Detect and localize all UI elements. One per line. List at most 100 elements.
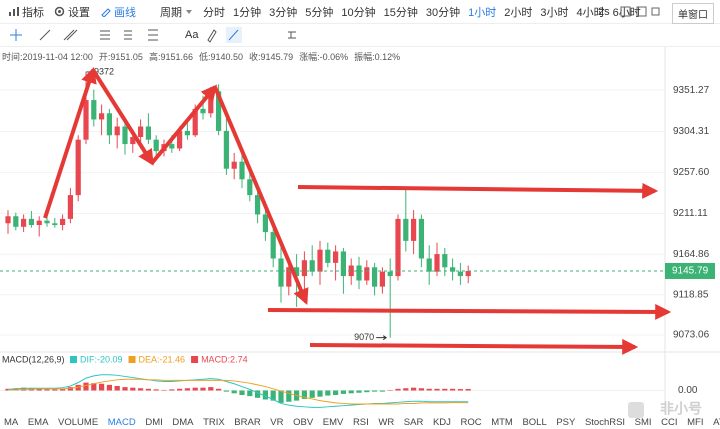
y-tick-label: 9304.31 [673, 126, 710, 137]
indicator-tab[interactable]: BRAR [234, 416, 261, 428]
window-select[interactable]: 单窗口 [672, 3, 714, 24]
macd-bar [325, 390, 331, 396]
macd-bar [247, 390, 253, 397]
indicator-tab[interactable]: VOLUME [58, 416, 99, 428]
period-option[interactable]: 10分钟 [341, 6, 376, 19]
refresh-rate[interactable]: 2s [598, 5, 610, 18]
indicator-tab[interactable]: OBV [293, 416, 314, 428]
macd-bar [130, 387, 136, 391]
indicator-tab[interactable]: CCI [661, 416, 678, 428]
macd-bar [340, 390, 346, 394]
legend-swatch [191, 356, 199, 363]
macd-bar [177, 388, 183, 391]
indicator-button[interactable]: 指标 [8, 4, 44, 20]
text-tool[interactable]: Aa [185, 29, 199, 41]
period-option[interactable]: 1分钟 [233, 6, 262, 19]
macd-bar [255, 390, 261, 398]
candle-body [348, 265, 354, 277]
macd-bar [379, 390, 385, 392]
indicator-tab[interactable]: EMA [27, 416, 49, 428]
candle-body [325, 249, 331, 263]
macd-bar [231, 390, 237, 394]
label: 设置 [68, 6, 90, 19]
indicator-tab[interactable]: MA [4, 416, 19, 428]
candle-body [223, 130, 229, 169]
label: 指标 [22, 6, 44, 19]
macd-bar [387, 390, 393, 391]
candle-body [99, 113, 105, 120]
info-item: 低:9140.50 [199, 51, 244, 62]
candle-body [184, 130, 190, 136]
indicator-tab[interactable]: KDJ [432, 416, 451, 428]
indicator-tab[interactable]: BOLL [522, 416, 547, 428]
indicator-tab[interactable]: ROC [460, 416, 482, 428]
macd-bar [67, 387, 73, 391]
macd-bar [309, 390, 315, 398]
indicator-tab[interactable]: ATR [713, 416, 720, 428]
indicator-tab[interactable]: MFI [687, 416, 704, 428]
period-option[interactable]: 15分钟 [383, 6, 418, 19]
period-option[interactable]: 4小时 [576, 6, 605, 19]
indicator-tab[interactable]: DMA [172, 416, 194, 428]
indicator-tab[interactable]: PSY [556, 416, 576, 428]
indicator-tab[interactable]: DMI [145, 416, 163, 428]
candle-body [418, 218, 424, 259]
period-option[interactable]: 6小时 [612, 6, 641, 19]
macd-bar [216, 388, 222, 391]
period-option[interactable]: 3小时 [540, 6, 569, 19]
info-item: 开:9151.05 [98, 51, 143, 62]
period-option[interactable]: 5分钟 [305, 6, 334, 19]
macd-bar [60, 388, 66, 391]
period-option[interactable]: 3分钟 [269, 6, 298, 19]
period-option[interactable]: 30分钟 [425, 6, 461, 19]
indicator-tab[interactable]: WR [378, 416, 395, 428]
drawn-arrow [150, 84, 218, 165]
period-option[interactable]: 1小时 [468, 6, 497, 19]
watermark: 非小号 [660, 401, 702, 417]
info-item: 时间:2019-11-04 12:00 [2, 51, 93, 62]
indicator-tab[interactable]: EMV [322, 416, 344, 428]
period-dropdown[interactable]: 周期 [160, 4, 193, 20]
indicator-tab[interactable]: MTM [491, 416, 513, 428]
candle-body [450, 267, 456, 272]
candle-body [231, 161, 237, 169]
candle-body [403, 218, 409, 241]
candle-body [262, 214, 268, 233]
macd-bar [36, 388, 42, 391]
macd-bar [52, 389, 58, 391]
macd-bar [286, 390, 292, 402]
candle-body [21, 218, 27, 227]
indicator-tab[interactable]: VR [270, 416, 284, 428]
period-option[interactable]: 2小时 [504, 6, 533, 19]
indicator-tab[interactable]: RSI [352, 416, 369, 428]
macd-bar [442, 388, 448, 391]
macd-bar [262, 390, 268, 400]
candle-body [83, 100, 89, 140]
indicator-tab[interactable]: StochRSI [584, 416, 626, 428]
candle-body [379, 271, 385, 287]
period-option[interactable]: 分时 [203, 6, 225, 19]
candle-body [138, 126, 144, 138]
macd-bar [192, 387, 198, 391]
candle-body [67, 195, 73, 219]
indicator-tab[interactable]: SAR [403, 416, 424, 428]
candle-body [286, 267, 292, 287]
macd-bar [91, 383, 97, 391]
indicator-tab[interactable]: MACD [107, 416, 136, 428]
macd-bar [426, 388, 432, 391]
candle-body [192, 108, 198, 136]
candle-body [434, 254, 440, 272]
indicator-tab[interactable]: TRIX [203, 416, 225, 428]
settings-button[interactable]: 设置 [54, 4, 90, 20]
candle-body [145, 126, 151, 140]
candle-body [216, 91, 222, 131]
candle-body [106, 113, 112, 136]
draw-button[interactable]: 画线 [100, 4, 136, 20]
macd-bar [317, 390, 323, 397]
info-item: 收:9145.79 [249, 51, 294, 62]
indicator-tabs: MA EMA VOLUME MACD DMI DMA TRIX BRAR VR OBV EMV RSI… [4, 415, 720, 429]
drawn-arrow [267, 303, 672, 320]
macd-bar [301, 390, 307, 399]
indicator-tab[interactable]: SMI [634, 416, 652, 428]
window-icons [620, 6, 660, 16]
